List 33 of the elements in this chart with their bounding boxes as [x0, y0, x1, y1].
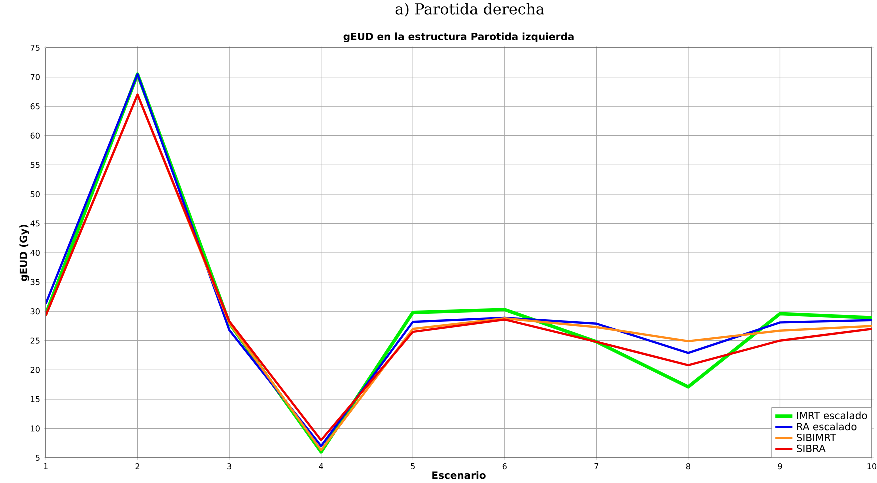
x-tick-label: 2 — [136, 464, 140, 470]
y-tick-label: 70 — [30, 74, 40, 80]
y-tick-label: 40 — [30, 250, 40, 256]
y-tick-label: 60 — [30, 132, 40, 139]
x-tick-label: 8 — [686, 464, 690, 470]
x-tick-label: 3 — [228, 464, 232, 470]
y-tick-label: 45 — [30, 220, 40, 227]
y-tick-label: 50 — [30, 191, 40, 198]
y-tick-label: 20 — [30, 367, 40, 374]
x-tick-label: 5 — [411, 464, 415, 470]
legend-label: RA escalado — [797, 422, 857, 431]
y-tick-label: 10 — [31, 426, 40, 432]
y-tick-label: 75 — [30, 45, 40, 51]
x-tick-label: 10 — [868, 464, 877, 470]
y-tick-label: 15 — [31, 396, 40, 402]
y-axis-title: gEUD (Gy) — [20, 224, 30, 282]
x-tick-label: 9 — [778, 464, 782, 470]
legend-label: SIBRA — [797, 444, 826, 452]
legend-label: SIBIMRT — [797, 434, 836, 442]
x-tick-label: 6 — [502, 464, 507, 470]
y-tick-label: 25 — [30, 338, 40, 344]
chart-title: gEUD en la estructura Parotida izquierda — [344, 32, 574, 42]
text: a) Parotida derecha — [396, 3, 544, 17]
x-tick-label: 7 — [594, 464, 599, 470]
y-tick-label: 30 — [30, 308, 40, 315]
y-tick-label: 35 — [30, 279, 40, 286]
x-tick-label: 4 — [319, 464, 324, 470]
legend-label: IMRT escalado — [797, 412, 868, 420]
x-tick-label: 1 — [44, 464, 48, 470]
y-tick-label: 5 — [36, 455, 40, 461]
y-tick-label: 65 — [30, 104, 40, 110]
x-axis-title: Escenario — [432, 471, 486, 480]
y-tick-label: 55 — [30, 162, 40, 168]
